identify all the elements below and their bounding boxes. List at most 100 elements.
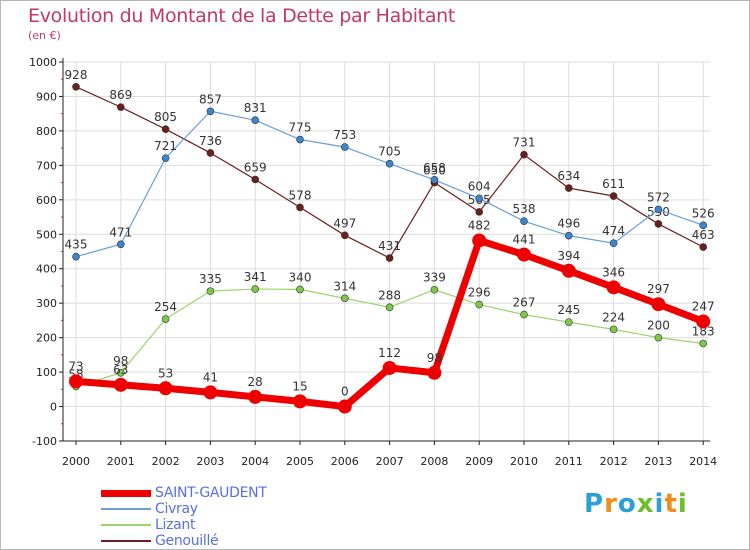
data-point-civray [251,116,259,125]
legend-label: SAINT-GAUDENT [155,485,267,501]
data-point-saint-gaudent [113,377,128,392]
x-tick-label: 2010 [510,455,538,468]
data-label-lizant: 296 [468,286,491,300]
data-point-lizant [161,315,170,323]
data-label-saint-gaudent: 346 [602,265,625,279]
y-tick-label: 300 [36,297,57,310]
data-label-lizant: 340 [289,270,312,284]
proxiti-logo: Proxiti [584,489,688,519]
y-tick-label: 900 [36,90,57,103]
data-label-genouill-: 497 [333,216,356,230]
logo-letter: r [604,489,618,519]
x-tick-label: 2012 [600,455,628,468]
data-label-civray: 572 [647,190,670,204]
data-label-civray: 753 [333,128,356,142]
chart-title: Evolution du Montant de la Dette par Hab… [28,5,456,27]
data-label-lizant: 288 [378,288,401,302]
legend-label: Lizant [155,517,196,533]
data-label-civray: 496 [557,217,580,231]
data-label-civray: 775 [289,121,312,135]
data-point-civray [475,194,484,203]
data-point-saint-gaudent [427,365,442,380]
data-label-genouill-: 650 [423,164,446,178]
data-label-saint-gaudent: 41 [203,370,218,384]
data-point-civray [430,176,439,184]
logo-letter: o [617,489,637,519]
data-point-civray [699,221,708,230]
y-tick-label: 500 [36,228,57,241]
y-tick-label: 200 [36,332,57,345]
data-point-genouill- [251,175,259,184]
data-label-civray: 705 [378,145,401,159]
data-label-saint-gaudent: 247 [692,299,715,313]
data-point-genouill- [72,83,80,91]
data-point-lizant [699,339,708,348]
data-point-lizant [520,310,528,319]
data-point-saint-gaudent [606,280,621,295]
logo-letter: P [584,489,605,519]
data-point-lizant [475,300,484,309]
legend-swatch [101,489,151,497]
data-point-civray [161,154,170,162]
data-point-civray [654,205,663,214]
data-label-saint-gaudent: 63 [113,363,128,377]
x-tick-label: 2007 [376,455,404,468]
data-label-civray: 604 [468,179,491,193]
x-tick-label: 2004 [241,455,269,468]
data-point-lizant [385,303,394,312]
data-label-genouill-: 736 [199,134,222,148]
data-point-civray [72,252,80,261]
data-point-genouill- [654,220,663,228]
y-tick-label: 100 [36,366,57,379]
data-label-genouill-: 431 [378,239,401,253]
data-label-genouill-: 869 [109,88,132,102]
data-point-lizant [251,285,259,293]
data-label-saint-gaudent: 73 [68,359,83,373]
data-label-saint-gaudent: 441 [513,233,536,247]
data-label-lizant: 245 [557,303,580,317]
data-point-saint-gaudent [69,374,83,389]
logo-letter: t [664,489,678,519]
data-point-lizant [117,368,125,377]
data-point-genouill- [385,254,394,262]
x-tick-label: 2002 [152,455,180,468]
data-label-saint-gaudent: 0 [341,385,349,399]
data-label-genouill-: 805 [154,110,177,124]
data-point-saint-gaudent [158,381,173,396]
data-point-lizant [609,325,618,334]
data-label-saint-gaudent: 297 [647,282,670,296]
y-tick-label: 800 [36,125,57,138]
data-point-saint-gaudent [382,360,397,375]
data-point-lizant [206,287,215,295]
data-point-saint-gaudent [293,394,307,409]
data-point-saint-gaudent [203,385,218,400]
x-tick-label: 2009 [465,455,493,468]
data-label-genouill-: 611 [602,177,625,191]
y-tick-label: -100 [32,435,57,448]
data-label-civray: 435 [65,238,88,252]
data-point-lizant [564,318,573,326]
data-label-saint-gaudent: 28 [248,375,263,389]
data-point-genouill- [161,125,170,133]
chart-subtitle: (en €) [28,29,61,42]
y-tick-label: 1000 [29,56,57,69]
data-label-lizant: 267 [513,296,536,310]
data-label-lizant: 339 [423,271,446,285]
y-tick-label: 700 [36,159,57,172]
legend-item: Civray [101,501,267,517]
y-tick-label: 400 [36,263,57,276]
data-point-genouill- [520,150,528,159]
data-label-saint-gaudent: 482 [468,218,491,232]
data-label-lizant: 335 [199,272,222,286]
x-tick-label: 2000 [62,455,90,468]
data-point-civray [117,240,125,249]
legend-swatch [101,540,151,542]
data-point-civray [564,231,573,240]
x-tick-label: 2008 [420,455,448,468]
data-point-saint-gaudent [248,389,263,404]
legend-item: Genouillé [101,533,267,549]
data-label-civray: 857 [199,92,222,106]
data-label-civray: 721 [154,139,177,153]
data-label-saint-gaudent: 98 [427,351,442,365]
